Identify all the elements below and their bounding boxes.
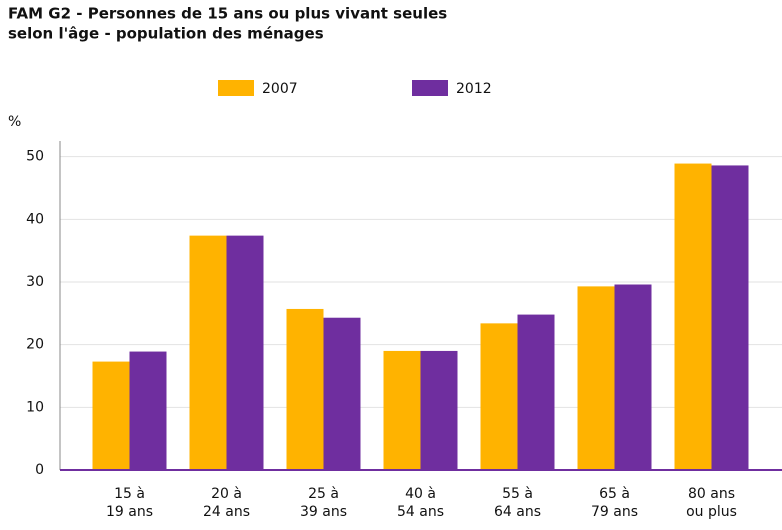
- x-tick-label: 39 ans: [300, 504, 347, 520]
- chart-title: selon l'âge - population des ménages: [8, 25, 324, 43]
- bar: [226, 235, 264, 470]
- chart-title: FAM G2 - Personnes de 15 ans ou plus viv…: [8, 5, 447, 23]
- bar: [420, 350, 458, 470]
- bar: [711, 165, 749, 470]
- x-tick-label: 65 à: [599, 486, 630, 502]
- x-tick-label: 40 à: [405, 486, 436, 502]
- x-tick-label: 19 ans: [106, 504, 153, 520]
- x-tick-label: 55 à: [502, 486, 533, 502]
- legend-label: 2007: [262, 81, 298, 97]
- x-tick-label: 20 à: [211, 486, 242, 502]
- bar: [577, 286, 615, 470]
- legend-swatch: [218, 80, 254, 96]
- x-tick-label: ou plus: [686, 504, 737, 520]
- bar: [286, 308, 324, 470]
- bar: [383, 350, 421, 470]
- x-tick-label: 25 à: [308, 486, 339, 502]
- y-tick-label: 30: [26, 274, 44, 290]
- bar: [189, 235, 227, 470]
- y-axis-label: %: [8, 114, 21, 130]
- x-tick-label: 24 ans: [203, 504, 250, 520]
- x-tick-label: 64 ans: [494, 504, 541, 520]
- bar: [129, 351, 167, 470]
- bar: [517, 314, 555, 470]
- y-tick-label: 0: [35, 462, 44, 478]
- x-tick-label: 54 ans: [397, 504, 444, 520]
- y-tick-label: 40: [26, 211, 44, 227]
- bar: [674, 163, 712, 470]
- bar: [480, 323, 518, 470]
- bar: [614, 284, 652, 470]
- legend-swatch: [412, 80, 448, 96]
- y-tick-label: 10: [26, 399, 44, 415]
- y-tick-label: 50: [26, 149, 44, 165]
- legend-label: 2012: [456, 81, 492, 97]
- x-tick-label: 80 ans: [688, 486, 735, 502]
- x-tick-label: 15 à: [114, 486, 145, 502]
- y-tick-label: 20: [26, 337, 44, 353]
- x-tick-label: 79 ans: [591, 504, 638, 520]
- bar: [92, 361, 130, 470]
- bar: [323, 317, 361, 470]
